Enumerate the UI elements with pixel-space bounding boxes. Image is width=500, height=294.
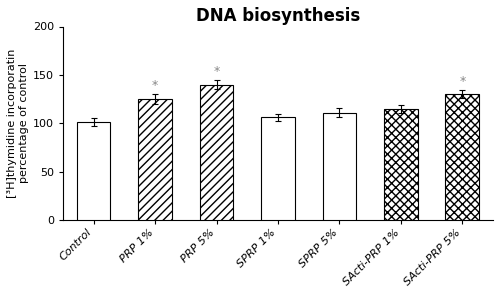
Text: *: * <box>152 79 158 92</box>
Bar <box>76 122 110 220</box>
Title: DNA biosynthesis: DNA biosynthesis <box>196 7 360 25</box>
Text: *: * <box>459 76 466 88</box>
Bar <box>261 118 295 220</box>
Bar <box>138 99 172 220</box>
Bar <box>446 94 479 220</box>
Text: *: * <box>214 65 220 78</box>
Bar <box>384 109 418 220</box>
Bar <box>200 85 234 220</box>
Y-axis label: [³H]thymidine incorporatin
percentage of control: [³H]thymidine incorporatin percentage of… <box>7 49 28 198</box>
Bar <box>322 113 356 220</box>
